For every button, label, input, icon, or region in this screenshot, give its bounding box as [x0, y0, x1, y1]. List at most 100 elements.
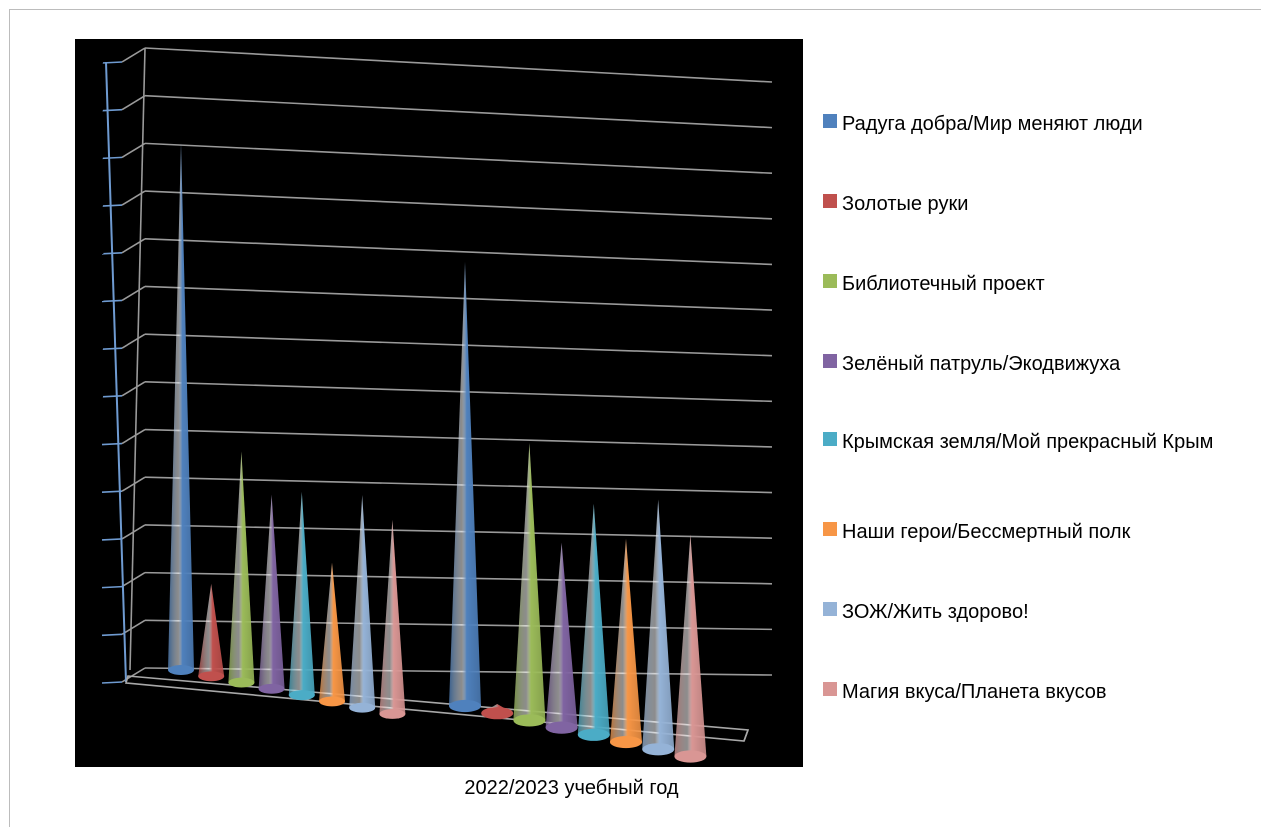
cone-body [198, 583, 225, 677]
legend-item: Золотые руки [823, 188, 1257, 220]
cone-base [674, 750, 707, 763]
cone-bar [288, 491, 315, 701]
cone-base [545, 721, 578, 734]
gridline-side [121, 619, 146, 635]
legend-label: ЗОЖ/Жить здорово! [842, 601, 1029, 623]
cone-bar [319, 562, 345, 707]
y-tick-label: 2 [93, 431, 104, 453]
y-tick-mark [101, 585, 123, 589]
y-tick-mark [101, 633, 123, 637]
legend-item: ЗОЖ/Жить здорово! [823, 596, 1257, 628]
cone-base [349, 702, 376, 713]
cone-base [449, 699, 481, 713]
gridline-side [121, 476, 146, 492]
cone-body [545, 542, 578, 728]
cone-base [228, 677, 255, 688]
cone-body [513, 442, 546, 721]
plot-area [75, 39, 803, 767]
cone-body [319, 562, 345, 702]
cone-bar [642, 499, 675, 756]
legend-item: Наши герои/Бессмертный полк [823, 516, 1257, 548]
y-axis-line [105, 61, 127, 683]
gridline-side [121, 47, 146, 63]
cone-base [168, 665, 194, 675]
gridline [144, 142, 773, 175]
gridline-side [121, 428, 146, 445]
gridline [144, 190, 773, 220]
y-tick-mark [101, 490, 123, 494]
legend-label: Наши герои/Бессмертный полк [842, 521, 1131, 543]
y-tick-label: 3 [93, 383, 104, 405]
gridline [144, 428, 773, 448]
y-tick-label: 3 [93, 336, 104, 358]
y-tick-label: 2 [93, 479, 104, 501]
y-tick-label: 65 [82, 50, 104, 71]
gridline [144, 333, 773, 357]
cone-bar [449, 262, 481, 713]
legend-item: Магия вкуса/Планета вкусов [823, 676, 1257, 708]
floor-corner [743, 729, 749, 742]
cone-bar [674, 534, 707, 763]
y-tick-mark [101, 204, 123, 207]
legend-item: Библиотечный проект [823, 268, 1257, 300]
cone-base [379, 709, 406, 719]
gridline-side [121, 238, 146, 254]
cone-body [379, 519, 406, 714]
gridline [144, 237, 773, 266]
y-tick-mark [101, 108, 123, 112]
legend-swatch [823, 432, 837, 446]
gridline-side [121, 381, 146, 397]
cone-bar [379, 519, 406, 719]
legend-label: Зелёный патруль/Экодвижуха [842, 353, 1121, 375]
x-axis-label: 2022/2023 учебный год [464, 777, 679, 799]
cone-bar [481, 703, 514, 720]
cone-base [642, 743, 675, 756]
gridline-side [121, 142, 146, 159]
cone-base [198, 671, 225, 682]
y-tick-mark [101, 681, 123, 684]
legend-swatch [823, 274, 837, 288]
cone-body [288, 491, 315, 696]
y-tick-label: 5 [93, 193, 104, 215]
cone-body [674, 534, 707, 757]
y-tick-mark [101, 347, 123, 350]
y-tick-label: 4 [93, 288, 104, 310]
cone-base [288, 690, 315, 701]
y-tick-mark [101, 395, 123, 398]
legend-swatch [823, 682, 837, 696]
cone-body [642, 499, 675, 750]
y-tick-label: 4 [93, 240, 104, 262]
legend-swatch [823, 194, 837, 208]
cone-base [577, 728, 610, 741]
cone-bar [610, 538, 642, 749]
legend-item: Зелёный патруль/Экодвижуха [823, 348, 1257, 380]
cone-bar [228, 451, 255, 688]
cone-body [168, 142, 194, 670]
cone-body [349, 494, 376, 708]
cone-base [319, 696, 345, 707]
cone-base [481, 707, 514, 720]
cone-body [449, 262, 481, 706]
cone-base [258, 683, 285, 694]
cone-bar [577, 503, 610, 741]
legend-swatch [823, 114, 837, 128]
gridline [144, 94, 773, 129]
cone-bar [168, 142, 194, 675]
gridline-side [121, 285, 146, 302]
legend-label: Радуга добра/Мир меняют люди [842, 113, 1143, 135]
legend-label: Магия вкуса/Планета вкусов [842, 681, 1107, 703]
legend-swatch [823, 602, 837, 616]
cone-base [610, 735, 642, 749]
gridline [144, 47, 773, 83]
legend-swatch [823, 354, 837, 368]
gridline [144, 285, 773, 311]
legend-label: Крымская земля/Мой прекрасный Крым [842, 431, 1214, 453]
back-wall-edge [129, 47, 146, 671]
y-tick-mark [101, 61, 123, 64]
legend-label: Библиотечный проект [842, 273, 1045, 295]
legend-swatch [823, 522, 837, 536]
cone-bar [513, 442, 546, 727]
cone-bar [349, 494, 376, 713]
gridline [144, 381, 773, 403]
